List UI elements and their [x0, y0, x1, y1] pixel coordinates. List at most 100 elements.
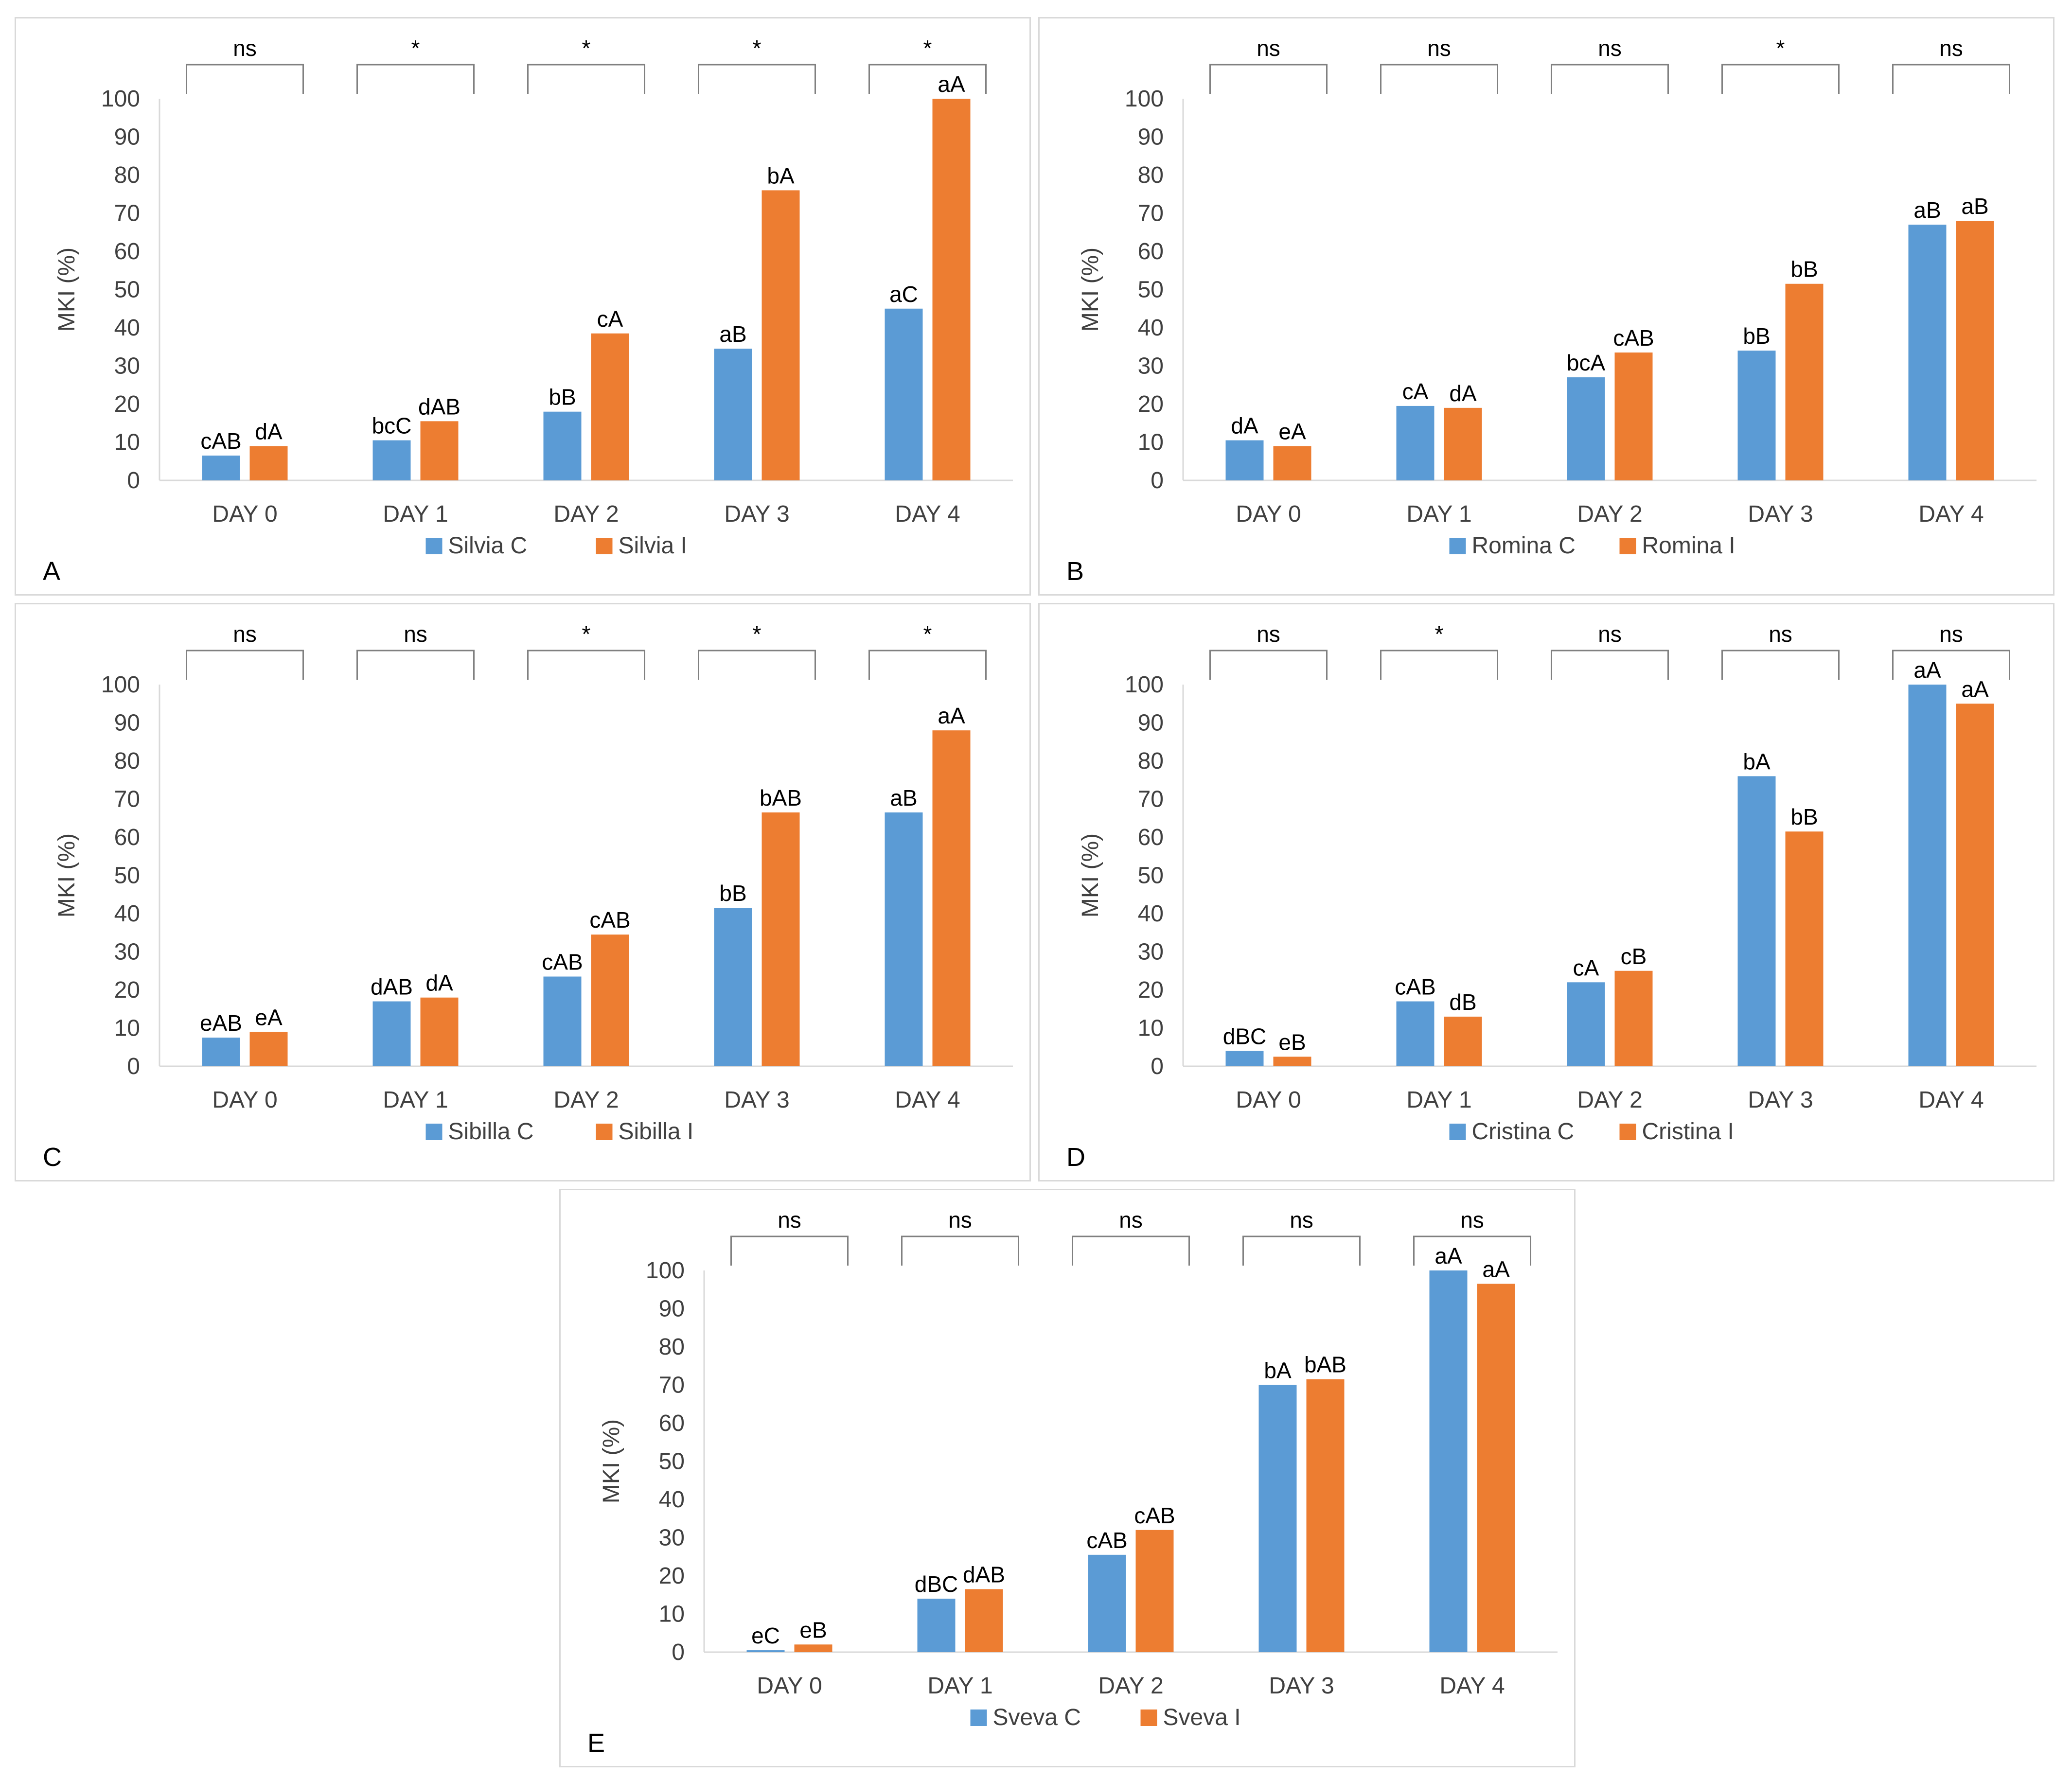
y-tick-label: 100	[1125, 86, 1164, 112]
data-label: dA	[1449, 381, 1477, 406]
panel-letter: C	[43, 1143, 62, 1172]
significance-bracket	[186, 64, 304, 94]
bar	[762, 812, 800, 1066]
legend-swatch	[1619, 1124, 1636, 1140]
bar	[1225, 440, 1264, 480]
bar	[1908, 685, 1947, 1066]
chart-a-svg: 0 10 20 30 40 50 60 70 80 90 100 MKI (%) cAB dA DAY 0 n…	[43, 35, 1013, 586]
significance-label: *	[923, 35, 932, 61]
significance-bracket	[1892, 650, 2010, 680]
data-label: cA	[597, 306, 623, 332]
legend-swatch	[1619, 538, 1636, 554]
y-tick-label: 0	[127, 468, 140, 493]
x-tick-label: DAY 3	[724, 1087, 789, 1113]
data-label: dAB	[371, 974, 413, 1000]
x-tick-label: DAY 4	[895, 1087, 960, 1113]
bar	[1429, 1270, 1468, 1652]
bar	[591, 934, 629, 1066]
y-tick-label: 70	[1138, 787, 1164, 812]
x-tick-label: DAY 3	[724, 501, 789, 527]
bar	[1306, 1379, 1345, 1652]
y-tick-label: 80	[1138, 162, 1164, 188]
legend-label: Silvia I	[619, 533, 687, 559]
bar	[1567, 982, 1605, 1066]
bar	[1396, 1001, 1434, 1066]
significance-bracket	[1072, 1235, 1190, 1266]
significance-label: *	[1435, 621, 1444, 647]
chart-b-svg: 0 10 20 30 40 50 60 70 80 90 100 MKI (%) dA eA DAY 0 ns…	[1066, 35, 2037, 586]
significance-bracket	[527, 64, 645, 94]
bar	[932, 730, 971, 1066]
data-label: dAB	[963, 1562, 1005, 1587]
bar	[1444, 1016, 1482, 1066]
bar	[885, 308, 923, 480]
significance-bracket	[527, 650, 645, 680]
significance-bracket	[1721, 650, 1840, 680]
y-tick-label: 40	[1138, 901, 1164, 927]
significance-label: ns	[1939, 621, 1963, 647]
data-label: cAB	[1086, 1528, 1127, 1553]
x-tick-label: DAY 2	[1577, 501, 1642, 527]
significance-label: *	[582, 621, 591, 647]
data-label: aB	[890, 785, 917, 811]
legend-swatch	[596, 538, 613, 554]
y-tick-label: 50	[659, 1449, 685, 1475]
x-tick-label: DAY 0	[1236, 501, 1301, 527]
data-label: bAB	[1304, 1352, 1346, 1377]
y-tick-label: 60	[1138, 239, 1164, 264]
x-tick-label: DAY 4	[1918, 1087, 1983, 1113]
data-label: dB	[1449, 989, 1476, 1015]
chart-panel-a: 0 10 20 30 40 50 60 70 80 90 100 MKI (%) cAB dA DAY 0 n…	[15, 17, 1031, 596]
y-tick-label: 0	[1151, 468, 1164, 493]
x-tick-label: DAY 1	[1406, 501, 1471, 527]
bar	[1396, 405, 1434, 480]
data-label: dBC	[915, 1571, 958, 1597]
y-tick-label: 30	[1138, 353, 1164, 379]
data-label: aA	[1482, 1256, 1510, 1282]
y-axis-label: MKI (%)	[1078, 247, 1103, 332]
x-tick-label: DAY 4	[895, 501, 960, 527]
x-tick-label: DAY 1	[1406, 1087, 1471, 1113]
y-axis-label: MKI (%)	[599, 1419, 624, 1503]
data-label: cAB	[589, 907, 630, 933]
panel-letter: A	[43, 557, 60, 586]
bar	[1614, 970, 1653, 1066]
x-tick-label: DAY 3	[1269, 1673, 1334, 1699]
bar	[202, 1038, 240, 1066]
y-tick-label: 90	[1138, 124, 1164, 150]
y-tick-label: 90	[114, 124, 140, 150]
y-tick-label: 80	[1138, 748, 1164, 774]
y-tick-label: 40	[659, 1487, 685, 1513]
x-tick-label: DAY 0	[212, 1087, 277, 1113]
significance-bracket	[698, 650, 816, 680]
significance-label: *	[582, 35, 591, 61]
chart-e-svg: 0 10 20 30 40 50 60 70 80 90 100 MKI (%) eC eB DAY 0 ns…	[587, 1207, 1558, 1758]
y-tick-label: 0	[672, 1639, 685, 1665]
bar	[965, 1589, 1003, 1652]
significance-bracket	[186, 650, 304, 680]
bar	[1258, 1385, 1297, 1652]
data-label: eB	[1278, 1029, 1306, 1055]
y-tick-label: 10	[659, 1602, 685, 1627]
legend-label: Cristina I	[1642, 1119, 1734, 1145]
significance-label: ns	[1290, 1207, 1313, 1233]
data-label: eA	[255, 1005, 283, 1030]
y-tick-label: 10	[1138, 1016, 1164, 1041]
data-label: aB	[719, 321, 746, 347]
x-tick-label: DAY 2	[1098, 1673, 1163, 1699]
x-tick-label: DAY 3	[1748, 501, 1813, 527]
significance-bracket	[356, 64, 475, 94]
significance-label: ns	[1460, 1207, 1484, 1233]
significance-bracket	[1892, 64, 2010, 94]
significance-bracket	[1721, 64, 1840, 94]
y-tick-label: 40	[114, 901, 140, 927]
significance-bracket	[1551, 64, 1669, 94]
data-label: dBC	[1223, 1024, 1266, 1049]
legend-label: Romina C	[1472, 533, 1576, 559]
bar	[372, 440, 411, 480]
bar	[1956, 704, 1994, 1066]
bar	[202, 455, 240, 480]
bar	[1956, 221, 1994, 480]
data-label: bB	[1790, 257, 1818, 282]
significance-label: ns	[1427, 35, 1451, 61]
